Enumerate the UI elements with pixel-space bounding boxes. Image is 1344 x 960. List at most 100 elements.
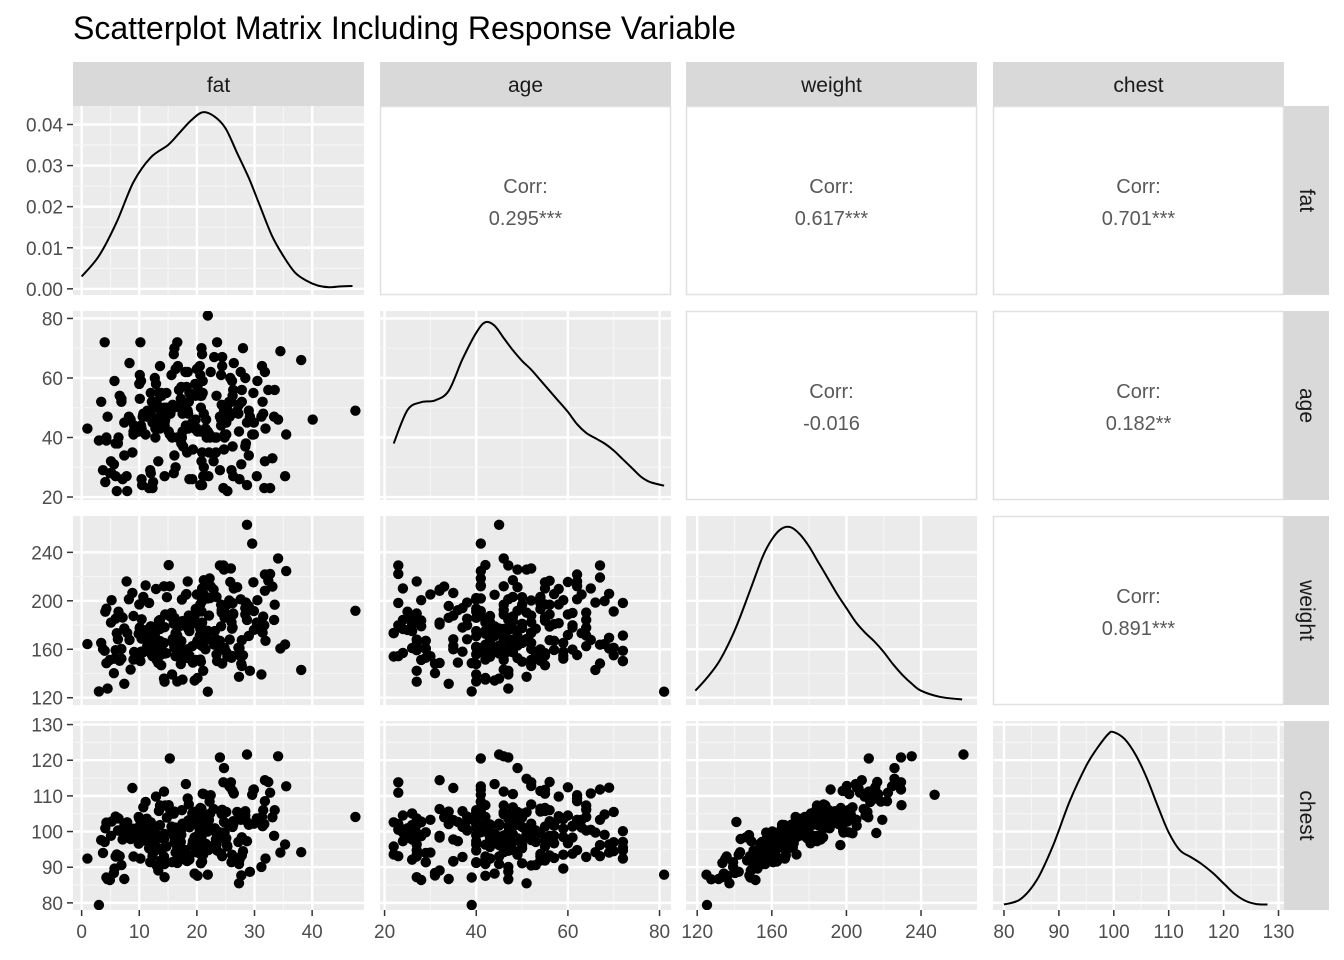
scatter-point <box>599 829 610 840</box>
scatter-points <box>82 749 361 910</box>
scatter-point <box>202 869 213 880</box>
scatter-point <box>603 588 615 599</box>
scatter-point <box>471 625 482 637</box>
scatter-point <box>512 564 523 575</box>
scatter-point <box>268 830 280 841</box>
scatter-point <box>603 839 615 850</box>
scatter-point <box>140 580 151 591</box>
scatter-point <box>544 575 555 586</box>
scatter-point <box>170 822 181 833</box>
scatter-point <box>211 337 223 348</box>
scatter-point <box>211 591 222 603</box>
scatter-point <box>219 612 230 623</box>
x-tick-label: 200 <box>831 922 863 943</box>
scatter-point <box>196 606 207 617</box>
scatter-point <box>889 773 900 784</box>
scatter-point <box>617 853 629 864</box>
scatter-point <box>228 583 239 594</box>
panel-fat-chest: Corr: 0.701*** <box>992 105 1285 296</box>
scatter-point <box>471 669 482 680</box>
scatter-point <box>224 821 235 832</box>
scatter-point <box>256 669 267 680</box>
scatter-point <box>263 384 274 396</box>
scatter-point <box>279 471 291 482</box>
scatter-point <box>233 642 244 653</box>
scatter-point <box>507 623 519 634</box>
y-tick-label: 110 <box>33 787 63 808</box>
scatter-point <box>158 581 170 592</box>
x-tick-label: 160 <box>756 922 788 943</box>
scatter-point <box>123 827 135 838</box>
scatter-point <box>856 775 867 786</box>
scatter-point <box>425 814 436 825</box>
scatter-point <box>498 654 509 666</box>
scatter-point <box>658 686 670 697</box>
scatter-point <box>548 635 560 646</box>
scatter-point <box>608 606 619 617</box>
scatter-point <box>617 645 629 656</box>
scatter-point <box>196 447 208 458</box>
scatter-point <box>110 471 121 482</box>
scatter-point <box>416 595 427 606</box>
y-tick-label: 60 <box>42 369 63 390</box>
scatter-point <box>516 618 528 629</box>
scatter-point <box>489 868 500 879</box>
y-tick-label: 0.01 <box>26 239 63 260</box>
scatter-point <box>585 583 596 594</box>
scatter-point <box>141 813 152 824</box>
strip-top-weight <box>686 62 977 106</box>
scatter-point <box>209 823 220 834</box>
scatter-point <box>498 581 509 592</box>
scatter-point <box>233 671 245 682</box>
scatter-point <box>272 553 284 564</box>
scatter-point <box>233 426 245 437</box>
scatter-point <box>195 858 207 869</box>
scatter-point <box>562 782 574 793</box>
scatter-point <box>530 650 541 661</box>
scatter-point <box>240 372 251 384</box>
scatter-point <box>202 686 213 697</box>
scatter-point <box>240 810 251 821</box>
scatter-point <box>197 387 208 399</box>
scatter-point <box>484 644 496 655</box>
scatter-point <box>617 845 629 856</box>
scatter-point <box>168 638 179 650</box>
scatter-point <box>562 576 574 588</box>
scatter-point <box>493 519 505 530</box>
scatter-point <box>221 417 232 428</box>
scatter-point <box>135 853 146 864</box>
scatter-point <box>248 387 259 399</box>
corr-label: Corr: <box>809 381 853 403</box>
scatter-point <box>590 827 601 838</box>
scatter-point <box>281 429 292 440</box>
x-tick-label: 0 <box>76 922 87 943</box>
scatter-point <box>475 538 486 549</box>
scatter-point <box>214 560 226 571</box>
scatter-point <box>434 775 445 786</box>
scatter-point <box>471 805 482 816</box>
scatter-point <box>195 656 207 667</box>
scatter-point <box>397 583 409 594</box>
panel-weight-chest: Corr: 0.891*** <box>992 515 1285 706</box>
scatter-point <box>594 560 606 571</box>
strip-top-chest <box>993 62 1284 106</box>
scatter-point <box>480 674 491 685</box>
scatter-point <box>507 611 519 622</box>
scatter-point <box>228 357 239 369</box>
scatter-point <box>571 581 583 592</box>
scatter-point <box>882 787 894 798</box>
scatter-point <box>567 622 578 633</box>
scatter-point <box>93 899 105 910</box>
scatter-point <box>539 648 551 659</box>
density-curve-fat <box>80 111 353 289</box>
scatter-point <box>820 800 831 811</box>
scatter-point <box>411 813 422 824</box>
scatter-point <box>256 861 267 873</box>
scatter-point <box>154 360 166 372</box>
scatter-point <box>236 870 247 881</box>
scatter-point <box>829 817 840 828</box>
scatter-point <box>116 653 127 664</box>
x-tick-label: 20 <box>186 922 207 943</box>
scatter-point <box>516 858 528 869</box>
